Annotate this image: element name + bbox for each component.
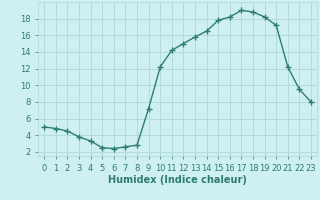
X-axis label: Humidex (Indice chaleur): Humidex (Indice chaleur) [108,175,247,185]
